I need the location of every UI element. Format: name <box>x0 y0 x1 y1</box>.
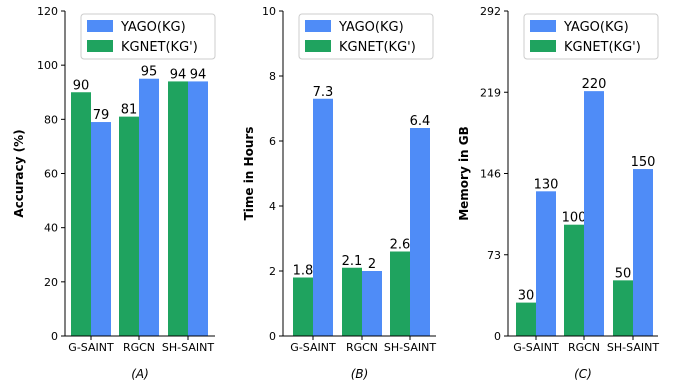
panel-caption: (C) <box>574 367 592 381</box>
chart-panel-3: 30 100 50 130 220 150 0 73 146 219 292 G-SAINT RGCN S… <box>457 5 659 381</box>
legend-label: YAGO(KG) <box>120 20 186 35</box>
y-tick-label: 0 <box>269 330 276 343</box>
panel-caption: (B) <box>351 367 369 381</box>
y-tick-label: 40 <box>44 222 58 235</box>
x-tick-label: SH-SAINT <box>607 341 659 354</box>
data-label: 50 <box>615 266 632 281</box>
data-label: 95 <box>141 65 158 80</box>
y-axis-label: Memory in GB <box>457 126 471 221</box>
x-tick-label: G-SAINT <box>68 341 114 354</box>
x-tick-label: RGCN <box>346 341 378 354</box>
bar <box>342 267 362 336</box>
legend-label: YAGO(KG) <box>563 20 629 35</box>
chart-panel-2: 1.8 2.1 2.6 7.3 2 6.4 0 2 4 6 8 10 G-SAINT RGCN SH-SAI… <box>242 5 436 381</box>
bar <box>390 251 410 336</box>
data-label: 79 <box>93 108 110 123</box>
data-label: 6.4 <box>410 114 431 129</box>
y-tick-label: 6 <box>269 135 276 148</box>
data-label: 2.6 <box>390 238 411 253</box>
x-tick-label: SH-SAINT <box>162 341 214 354</box>
legend-box <box>298 13 434 60</box>
x-tick-label: RGCN <box>568 341 600 354</box>
bar <box>188 81 208 337</box>
x-tick-label: G-SAINT <box>290 341 336 354</box>
bar <box>91 122 111 337</box>
data-label: 81 <box>121 103 138 118</box>
bar <box>168 81 188 337</box>
legend-swatch <box>87 40 113 52</box>
bar <box>313 98 333 336</box>
x-tick-label: SH-SAINT <box>384 341 436 354</box>
x-tick-label: RGCN <box>123 341 155 354</box>
bar <box>536 191 556 336</box>
y-tick-label: 292 <box>480 5 501 18</box>
bar <box>584 91 604 336</box>
y-tick-label: 0 <box>51 330 58 343</box>
data-label: 2.1 <box>342 254 363 269</box>
legend-box <box>80 13 216 60</box>
legend-swatch <box>530 40 556 52</box>
data-label: 130 <box>534 177 559 192</box>
data-label: 150 <box>631 155 656 170</box>
legend-swatch <box>305 40 331 52</box>
legend-box <box>523 13 659 60</box>
legend-label: YAGO(KG) <box>338 20 404 35</box>
panel-caption: (A) <box>131 367 149 381</box>
legend-swatch <box>530 20 556 32</box>
chart-panel-1: 90 81 94 79 95 94 0 20 40 60 80 100 120 G-SAINT RGCN SH… <box>12 5 216 381</box>
data-label: 220 <box>582 77 607 92</box>
bar <box>362 271 382 336</box>
y-tick-label: 4 <box>269 200 276 213</box>
data-label: 94 <box>170 67 187 82</box>
bar <box>293 277 313 336</box>
data-label: 1.8 <box>293 264 314 279</box>
data-label: 94 <box>190 67 207 82</box>
bar <box>139 78 159 336</box>
y-tick-label: 0 <box>494 330 501 343</box>
y-tick-label: 80 <box>44 113 58 126</box>
legend-label: KGNET(KG') <box>564 40 641 55</box>
y-tick-label: 73 <box>487 249 501 262</box>
y-tick-label: 10 <box>262 5 276 18</box>
y-tick-label: 146 <box>480 168 501 181</box>
legend-swatch <box>305 20 331 32</box>
bar <box>516 302 536 336</box>
y-tick-label: 20 <box>44 276 58 289</box>
y-tick-label: 2 <box>269 265 276 278</box>
y-axis-label: Accuracy (%) <box>12 129 26 217</box>
data-label: 100 <box>562 211 587 226</box>
y-tick-label: 120 <box>37 5 58 18</box>
bar <box>633 169 653 336</box>
data-label: 7.3 <box>313 85 334 100</box>
legend-swatch <box>87 20 113 32</box>
bar <box>71 92 91 336</box>
data-label: 90 <box>73 78 90 93</box>
bar <box>410 128 430 336</box>
x-tick-label: G-SAINT <box>513 341 559 354</box>
legend-label: KGNET(KG') <box>121 40 198 55</box>
data-label: 2 <box>368 257 376 272</box>
bar <box>613 280 633 336</box>
bar <box>564 224 584 336</box>
y-tick-label: 8 <box>269 70 276 83</box>
legend-label: KGNET(KG') <box>339 40 416 55</box>
y-axis-label: Time in Hours <box>242 127 256 221</box>
bar <box>119 116 139 336</box>
y-tick-label: 219 <box>480 86 501 99</box>
y-tick-label: 60 <box>44 168 58 181</box>
y-tick-label: 100 <box>37 59 58 72</box>
data-label: 30 <box>518 289 535 304</box>
